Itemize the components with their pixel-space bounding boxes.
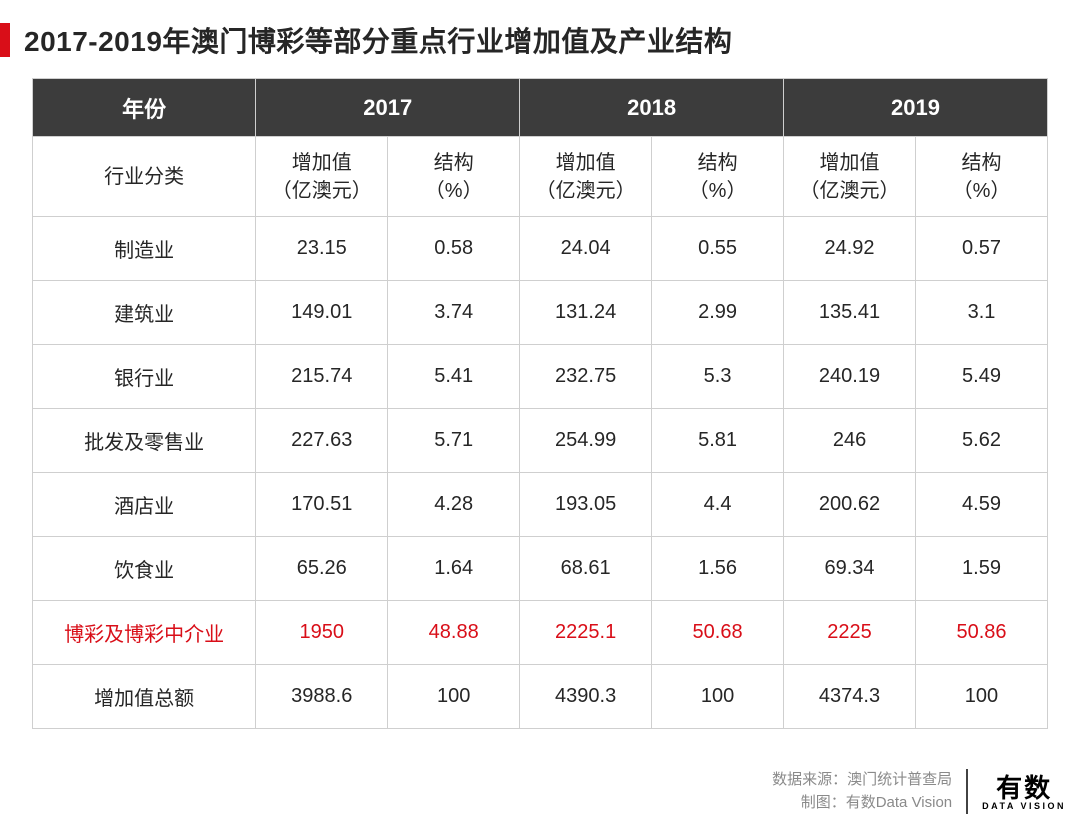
accent-mark [0,23,10,57]
cell-pct: 0.55 [652,217,784,281]
sub-pct-2018: 结构（%） [652,137,784,217]
cell-value: 4374.3 [784,665,916,729]
cell-value: 227.63 [256,409,388,473]
cell-pct: 2.99 [652,281,784,345]
header-row-sub: 行业分类 增加值（亿澳元） 结构（%） 增加值（亿澳元） 结构（%） 增加值（亿… [33,137,1048,217]
credit-value: 有数Data Vision [846,794,952,811]
sub-value-2019: 增加值（亿澳元） [784,137,916,217]
cell-pct: 100 [915,665,1047,729]
cell-value: 170.51 [256,473,388,537]
cell-pct: 4.4 [652,473,784,537]
source-line: 数据来源：澳门统计普查局 [772,769,952,792]
cell-value: 254.99 [520,409,652,473]
row-label: 饮食业 [33,537,256,601]
table-row: 增加值总额3988.61004390.31004374.3100 [33,665,1048,729]
cell-value: 24.04 [520,217,652,281]
cell-pct: 4.59 [915,473,1047,537]
cell-value: 200.62 [784,473,916,537]
cell-pct: 50.68 [652,601,784,665]
header-row-years: 年份 2017 2018 2019 [33,79,1048,137]
table-row: 博彩及博彩中介业195048.882225.150.68222550.86 [33,601,1048,665]
cell-pct: 100 [388,665,520,729]
cell-value: 232.75 [520,345,652,409]
footer: 数据来源：澳门统计普查局 制图：有数Data Vision 有数 DATA VI… [772,769,1066,814]
cell-value: 1950 [256,601,388,665]
cell-value: 68.61 [520,537,652,601]
cell-value: 149.01 [256,281,388,345]
cell-value: 2225.1 [520,601,652,665]
table-row: 酒店业170.514.28193.054.4200.624.59 [33,473,1048,537]
cell-value: 4390.3 [520,665,652,729]
cell-pct: 5.81 [652,409,784,473]
cell-value: 69.34 [784,537,916,601]
cell-value: 3988.6 [256,665,388,729]
cell-value: 135.41 [784,281,916,345]
table-container: 年份 2017 2018 2019 行业分类 增加值（亿澳元） 结构（%） 增加… [0,78,1080,729]
row-label: 银行业 [33,345,256,409]
cell-value: 246 [784,409,916,473]
cell-pct: 1.56 [652,537,784,601]
table-row: 银行业215.745.41232.755.3240.195.49 [33,345,1048,409]
credit-label: 制图： [801,794,846,811]
category-header-label: 行业分类 [33,137,256,217]
row-label: 批发及零售业 [33,409,256,473]
table-row: 批发及零售业227.635.71254.995.812465.62 [33,409,1048,473]
row-label: 博彩及博彩中介业 [33,601,256,665]
cell-value: 2225 [784,601,916,665]
row-label: 酒店业 [33,473,256,537]
cell-pct: 48.88 [388,601,520,665]
sub-pct-2017: 结构（%） [388,137,520,217]
table-row: 饮食业65.261.6468.611.5669.341.59 [33,537,1048,601]
row-label: 增加值总额 [33,665,256,729]
footer-credits: 数据来源：澳门统计普查局 制图：有数Data Vision [772,769,968,814]
cell-pct: 0.57 [915,217,1047,281]
cell-pct: 5.41 [388,345,520,409]
year-header-label: 年份 [33,79,256,137]
sub-value-2018: 增加值（亿澳元） [520,137,652,217]
title-bar: 2017-2019年澳门博彩等部分重点行业增加值及产业结构 [0,0,1080,78]
cell-pct: 50.86 [915,601,1047,665]
logo-en: DATA VISION [982,801,1066,812]
cell-value: 23.15 [256,217,388,281]
source-value: 澳门统计普查局 [847,771,952,788]
cell-pct: 1.59 [915,537,1047,601]
cell-value: 215.74 [256,345,388,409]
table-body: 制造业23.150.5824.040.5524.920.57建筑业149.013… [33,217,1048,729]
table-row: 制造业23.150.5824.040.5524.920.57 [33,217,1048,281]
row-label: 制造业 [33,217,256,281]
cell-pct: 5.71 [388,409,520,473]
logo-cn: 有数 [982,775,1066,801]
cell-value: 65.26 [256,537,388,601]
source-label: 数据来源： [772,771,847,788]
cell-value: 240.19 [784,345,916,409]
cell-pct: 0.58 [388,217,520,281]
row-label: 建筑业 [33,281,256,345]
cell-value: 24.92 [784,217,916,281]
industry-table: 年份 2017 2018 2019 行业分类 增加值（亿澳元） 结构（%） 增加… [32,78,1048,729]
cell-pct: 5.49 [915,345,1047,409]
cell-pct: 5.3 [652,345,784,409]
logo: 有数 DATA VISION [982,775,1066,814]
sub-pct-2019: 结构（%） [915,137,1047,217]
cell-pct: 100 [652,665,784,729]
cell-value: 193.05 [520,473,652,537]
cell-pct: 3.74 [388,281,520,345]
sub-value-2017: 增加值（亿澳元） [256,137,388,217]
page-title: 2017-2019年澳门博彩等部分重点行业增加值及产业结构 [24,20,732,60]
year-2018: 2018 [520,79,784,137]
table-row: 建筑业149.013.74131.242.99135.413.1 [33,281,1048,345]
year-2017: 2017 [256,79,520,137]
cell-value: 131.24 [520,281,652,345]
cell-pct: 4.28 [388,473,520,537]
cell-pct: 3.1 [915,281,1047,345]
credit-line: 制图：有数Data Vision [772,792,952,815]
cell-pct: 5.62 [915,409,1047,473]
cell-pct: 1.64 [388,537,520,601]
year-2019: 2019 [784,79,1048,137]
